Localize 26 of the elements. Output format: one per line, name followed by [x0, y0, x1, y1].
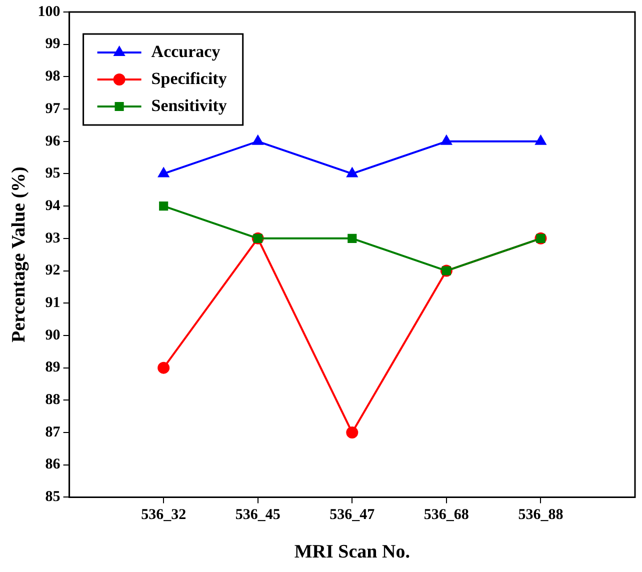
x-tick-label: 536_32	[141, 507, 186, 524]
x-tick-label: 536_47	[330, 507, 376, 524]
y-tick-label: 96	[45, 133, 61, 150]
legend-label: Sensitivity	[151, 96, 228, 115]
y-tick-label: 94	[45, 198, 61, 214]
y-tick-label: 89	[45, 360, 60, 376]
y-tick-label: 95	[45, 166, 60, 182]
y-tick-label: 91	[45, 294, 60, 311]
y-tick-label: 93	[45, 230, 60, 246]
y-tick-label: 100	[38, 4, 60, 20]
y-tick-label: 92	[45, 262, 60, 279]
x-tick-label: 536_88	[518, 507, 564, 524]
y-axis-title: Percentage Value (%)	[8, 166, 30, 343]
y-tick-label: 88	[45, 392, 60, 408]
y-tick-label: 99	[45, 36, 60, 52]
y-tick-label: 98	[45, 68, 60, 85]
legend-label: Specificity	[151, 68, 228, 88]
x-axis-title: MRI Scan No.	[294, 542, 410, 563]
x-tick-label: 536_68	[424, 507, 469, 524]
y-tick-label: 97	[45, 100, 61, 117]
y-tick-label: 86	[45, 456, 61, 473]
x-tick-label: 536_45	[235, 507, 280, 524]
y-tick-label: 87	[45, 424, 61, 440]
y-tick-label: 90	[45, 327, 60, 344]
legend-label: Accuracy	[151, 42, 221, 61]
y-tick-label: 85	[45, 489, 60, 506]
